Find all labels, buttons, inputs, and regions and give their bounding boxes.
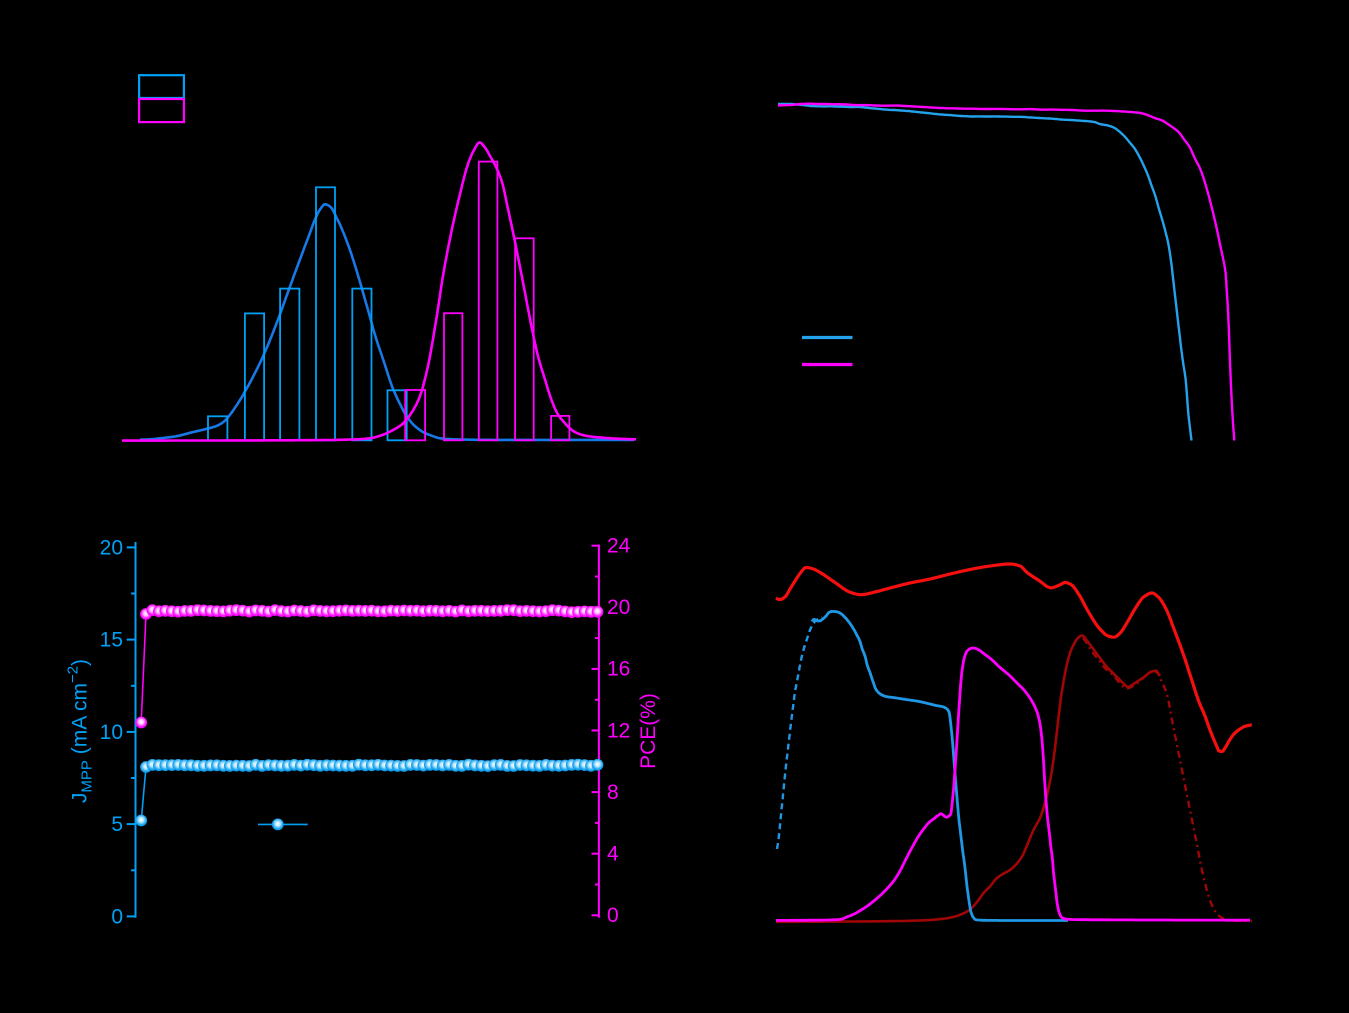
svg-text:20: 20 [100,536,123,559]
svg-text:5: 5 [111,813,123,836]
svg-text:0: 0 [607,904,619,927]
svg-text:PCE(%): PCE(%) [637,693,660,769]
svg-text:10: 10 [100,721,123,744]
svg-text:16: 16 [607,658,630,681]
svg-text:0: 0 [111,905,123,928]
svg-text:12: 12 [607,719,630,742]
svg-text:24: 24 [607,535,631,558]
svg-text:4: 4 [607,843,619,866]
svg-text:15: 15 [100,629,123,652]
svg-text:8: 8 [607,781,619,804]
svg-text:20: 20 [607,596,630,619]
